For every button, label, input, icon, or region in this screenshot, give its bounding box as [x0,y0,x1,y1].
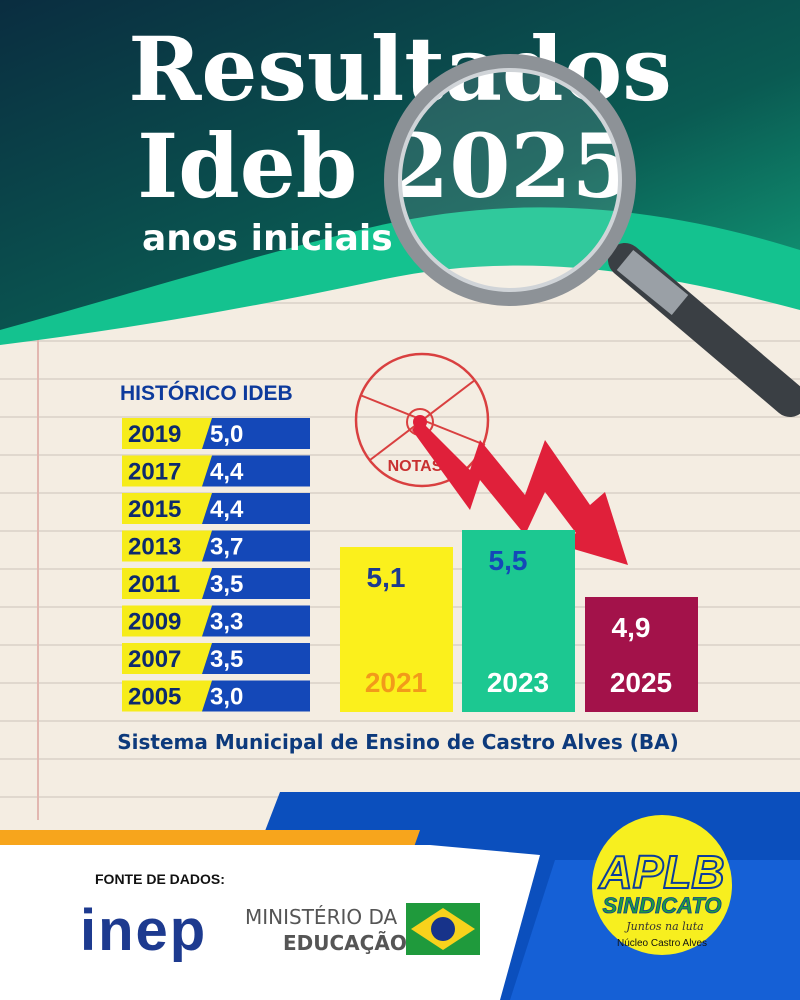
union-motto: Juntos na luta [624,920,703,933]
year: 2011 [128,571,180,598]
year-cell [122,643,212,674]
bar-year: 2021 [365,667,427,698]
year-cell [122,680,212,712]
caption: Sistema Municipal de Ensino de Castro Al… [117,730,678,754]
title-line1: Resultados [128,17,672,121]
subtitle: anos iniciais [142,218,393,259]
year: 2009 [128,609,181,636]
bar [585,597,698,712]
year-cell [122,530,212,562]
ministry-line1: MINISTÉRIO DA [245,905,398,929]
inep-logo: inep [80,898,207,963]
value: 4,4 [210,459,244,486]
year-cell [122,455,212,487]
union-name: APLB [598,846,724,898]
bar-year: 2023 [487,667,549,698]
value: 3,5 [210,646,243,673]
bar-year: 2025 [610,667,672,698]
stamp-label: NOTAS [388,458,443,475]
value: 4,4 [210,496,244,523]
year: 2019 [128,421,181,448]
bar-value: 5,1 [367,562,406,593]
value: 3,0 [210,684,243,711]
footer-white [0,845,540,1000]
year-cell [122,493,212,524]
source-label: FONTE DE DADOS: [95,871,225,887]
year: 2007 [128,646,181,673]
value: 5,0 [210,421,243,448]
magnifier [384,54,800,417]
arrow-start [413,415,427,429]
year-cell [122,605,212,637]
value: 3,3 [210,609,243,636]
year: 2017 [128,459,181,486]
union-logo: APLB SINDICATO Juntos na luta Núcleo Cas… [592,815,732,955]
bar [462,530,575,712]
union-branch: Núcleo Castro Alves [617,938,707,949]
down-arrow [412,420,628,565]
year: 2013 [128,534,181,561]
value: 3,7 [210,534,243,561]
history-heading: HISTÓRICO IDEB [120,381,293,405]
year: 2015 [128,496,181,523]
year-cell [122,418,212,449]
year: 2005 [128,684,181,711]
brazil-flag [406,903,480,955]
bar-value: 4,9 [612,612,651,643]
bar [340,547,453,712]
value: 3,5 [210,571,243,598]
year-cell [122,568,212,599]
union-sub: SINDICATO [603,893,722,918]
bar-value: 5,5 [489,545,528,576]
ministry-line2: EDUCAÇÃO [283,931,407,955]
